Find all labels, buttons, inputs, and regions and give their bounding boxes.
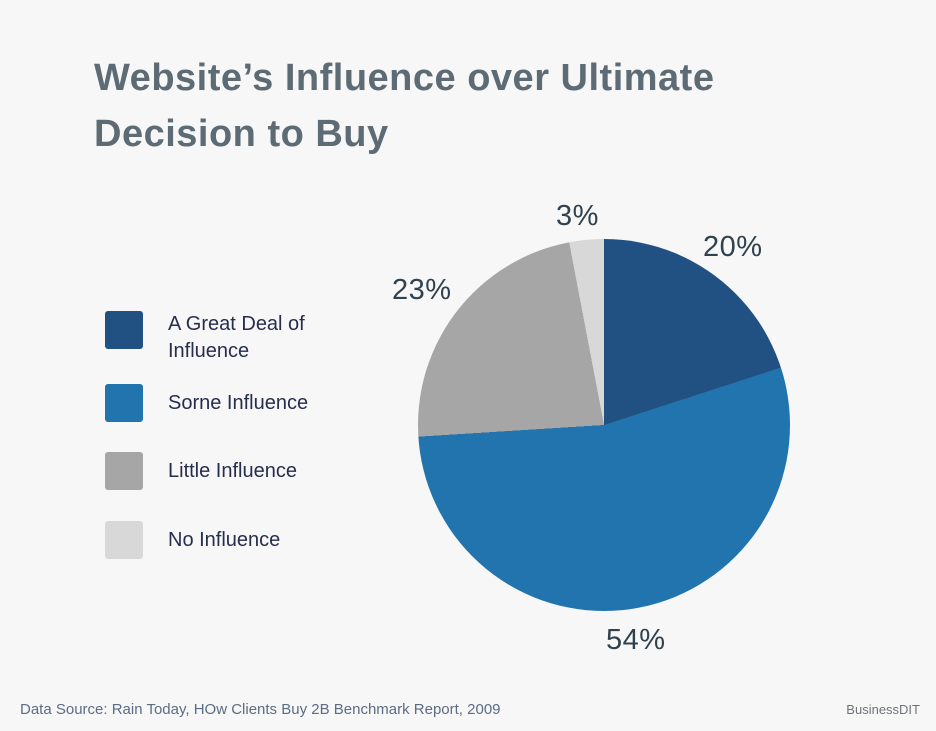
percent-label-little: 23% [392, 274, 452, 306]
legend-swatch-great-deal [105, 311, 143, 349]
legend-label-little: Little Influence [168, 459, 297, 482]
legend-swatch-no [105, 521, 143, 559]
percent-label-great-deal: 20% [703, 231, 763, 263]
pie-chart [418, 239, 790, 611]
percent-label-no: 3% [556, 200, 599, 232]
chart-title-line2: Decision to Buy [94, 113, 389, 155]
legend-label-no: No Influence [168, 528, 281, 551]
legend-item-great-deal: A Great Deal of Influence [105, 311, 328, 365]
data-source-note: Data Source: Rain Today, HOw Clients Buy… [20, 701, 501, 718]
legend-item-no: No Influence [105, 521, 280, 559]
percent-label-some: 54% [606, 624, 666, 656]
legend-label-some: Sorne Influence [168, 391, 309, 414]
legend-item-little: Little Influence [105, 452, 297, 490]
chart-title: Website’s Influence over Ultimate Decisi… [94, 50, 854, 162]
legend-item-some: Sorne Influence [105, 384, 308, 422]
legend-label-great-deal: A Great Deal of Influence [168, 313, 305, 362]
chart-title-line1: Website’s Influence over Ultimate [94, 57, 715, 99]
legend-swatch-little [105, 452, 143, 490]
legend-swatch-some [105, 384, 143, 422]
brand-watermark: BusinessDIT [846, 702, 920, 717]
